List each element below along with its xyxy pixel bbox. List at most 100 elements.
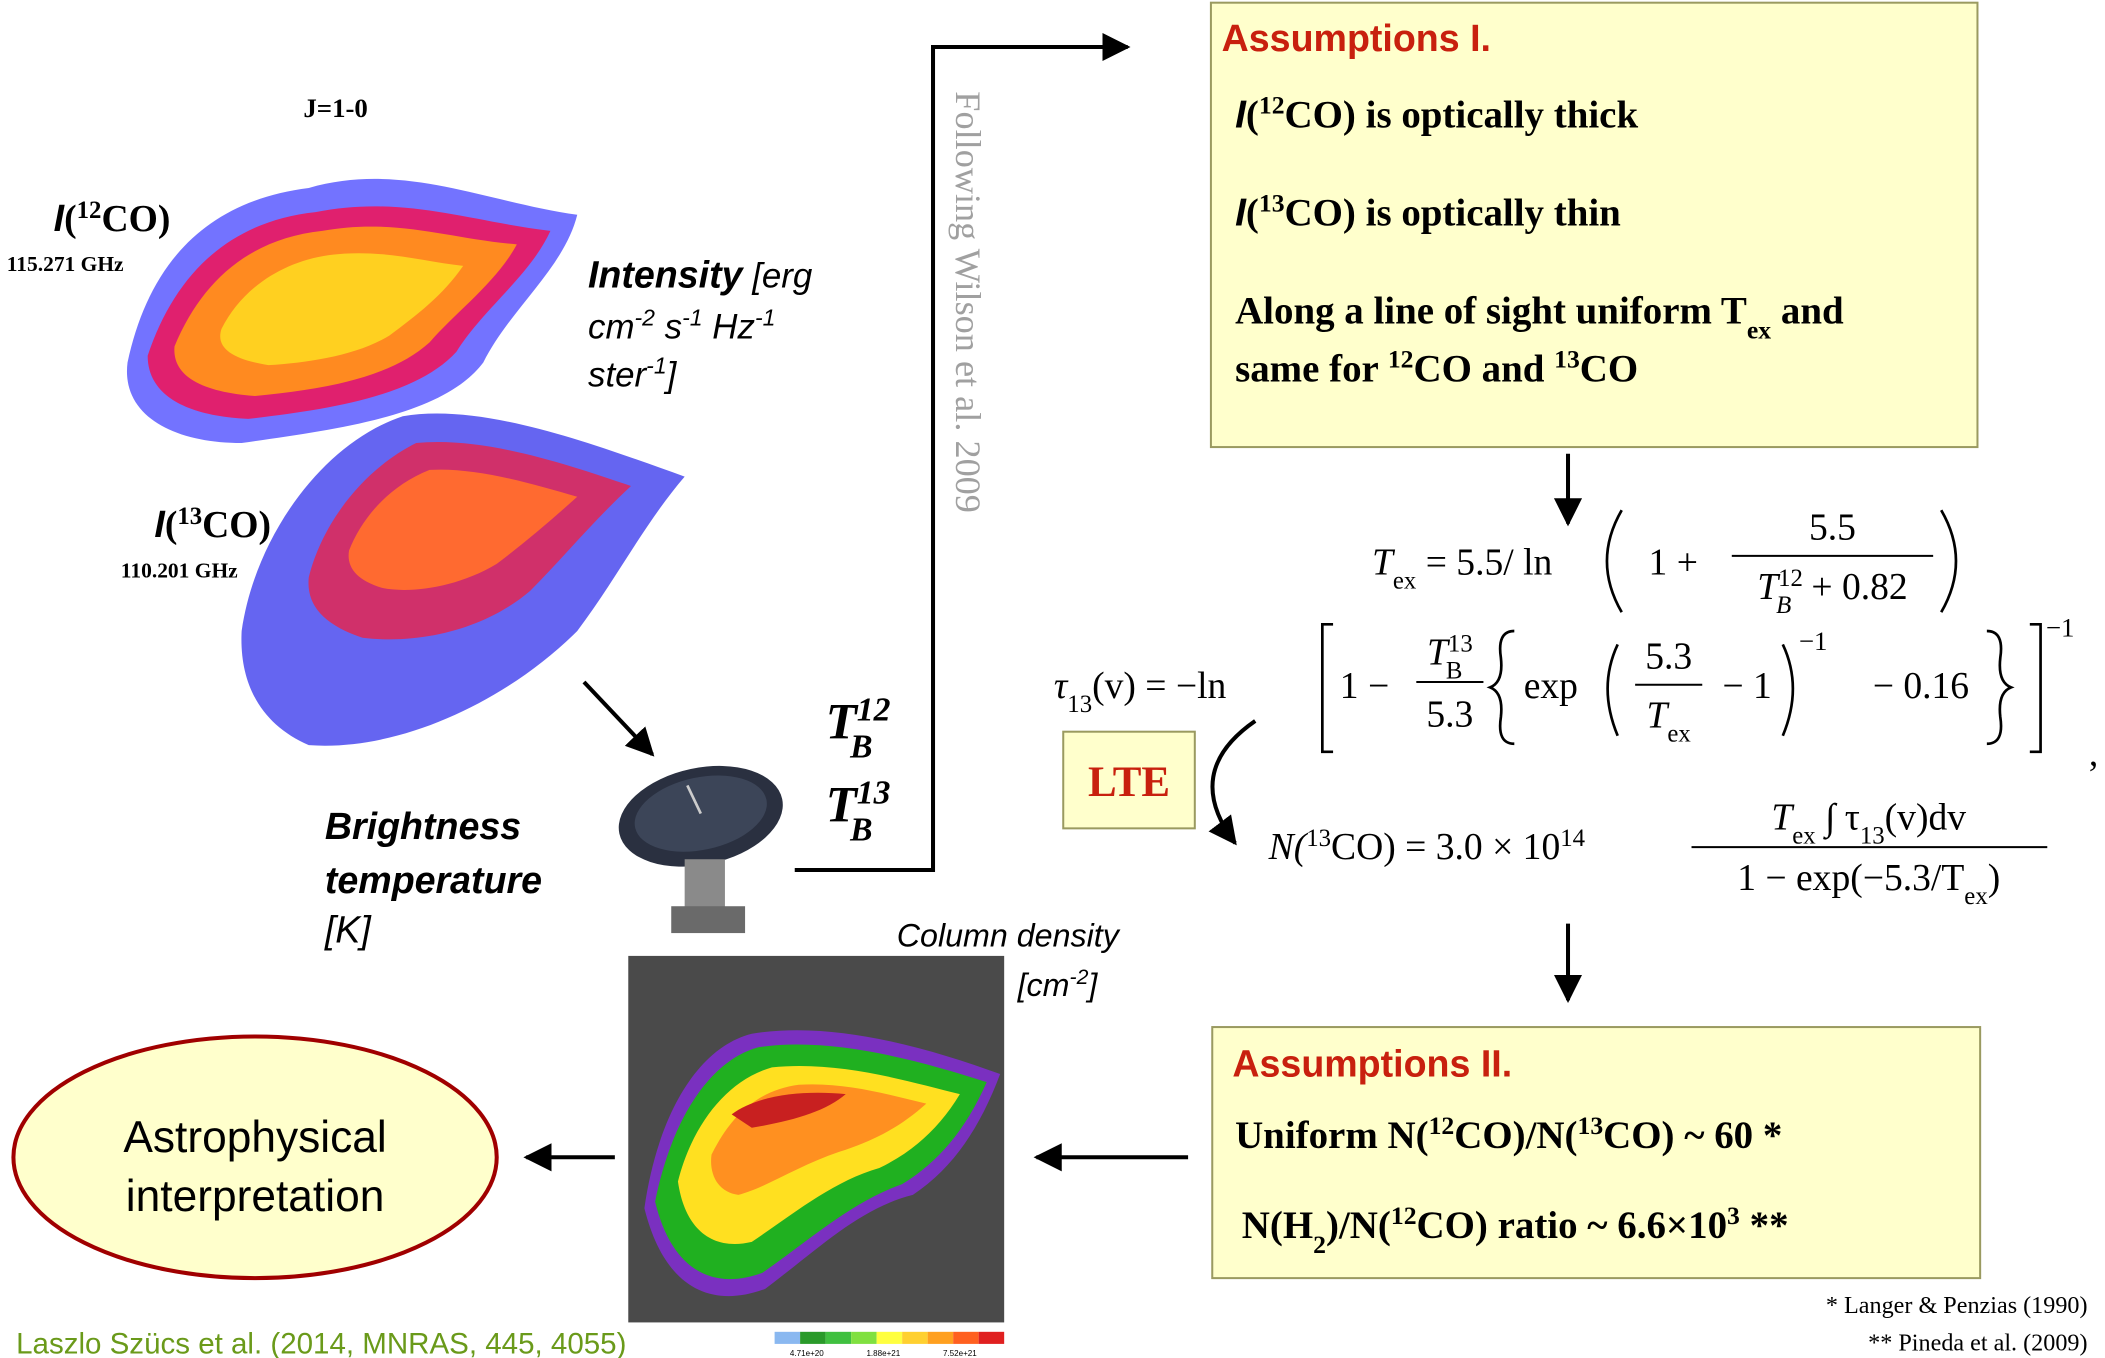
item: CO and [1414, 347, 1555, 390]
item: 12 [1429, 1110, 1455, 1139]
interpretation-text: Astrophysical [123, 1113, 386, 1162]
item: 13 [1554, 344, 1580, 373]
unit: -1 [682, 304, 702, 330]
unit: Hz [712, 307, 755, 346]
item: Along a line of sight uniform T [1235, 290, 1747, 333]
telescope-dish [609, 752, 792, 933]
citation: Laszlo Szücs et al. (2014, MNRAS, 445, 4… [16, 1327, 626, 1358]
reference: Following Wilson et al. 2009 [948, 91, 988, 513]
eq-part: 14 [1560, 825, 1585, 852]
title: Brightness [325, 805, 521, 847]
eq-part: N( [1268, 827, 1309, 868]
sub: B [849, 728, 872, 765]
eq-part: 5.5 [1809, 508, 1856, 549]
item: CO) is optically thick [1285, 94, 1639, 137]
unit: -1 [755, 304, 775, 330]
arrow [584, 682, 652, 754]
unit: s [665, 307, 682, 346]
item: ( [1246, 192, 1259, 235]
svg-text:ster-1]: ster-1] [588, 353, 678, 395]
eq-part: ∫ τ [1816, 798, 1860, 841]
co12-label: I(12CO) [54, 196, 171, 240]
item: ( [1246, 94, 1259, 137]
eq-part: 5.3 [1645, 637, 1692, 678]
column-density-unit: [cm-2] [1017, 965, 1099, 1003]
eq-part: CO) = 3.0 × 10 [1331, 827, 1560, 868]
eq-part: (v)dv [1885, 798, 1967, 839]
item: N(H [1242, 1204, 1313, 1247]
molecule: CO) [202, 505, 271, 546]
svg-text:cm-2 s-1 Hz-1: cm-2 s-1 Hz-1 [588, 304, 775, 346]
sup: 13 [857, 774, 891, 811]
eq-part: exp [1524, 666, 1578, 707]
svg-text:I(12CO) is optically thick: I(12CO) is optically thick [1235, 90, 1638, 137]
unit: [K] [324, 908, 373, 950]
eq-part: 1 + [1649, 543, 1698, 584]
item: CO) is optically thin [1285, 192, 1622, 235]
svg-text:Uniform N(12CO)/N(13CO) ~ 60 *: Uniform N(12CO)/N(13CO) ~ 60 * [1235, 1110, 1782, 1157]
unit: -2 [635, 304, 656, 330]
eq-part: − 0.16 [1873, 666, 1969, 707]
footnote: * Langer & Penzias (1990) [1826, 1292, 2088, 1319]
eq-part: ex [1667, 720, 1691, 747]
item: 12 [1391, 1200, 1417, 1229]
item: 12 [1259, 90, 1285, 119]
item: CO [1580, 347, 1638, 390]
intensity-label: Intensity [erg cm-2 s-1 Hz-1 ster-1] [588, 253, 813, 394]
item: 3 [1727, 1200, 1740, 1229]
eq-part: −1 [2046, 612, 2075, 642]
item: CO) ~ 60 * [1603, 1114, 1782, 1157]
equation-tex: Tex = 5.5/ ln 1 + 5.5 T12B + 0.82 [1372, 508, 1956, 619]
svg-text:Tex = 5.5/ ln: Tex = 5.5/ ln [1372, 543, 1553, 595]
svg-text:Intensity [erg: Intensity [erg [588, 253, 813, 295]
assumptions-2-title: Assumptions II. [1232, 1043, 1512, 1085]
eq-part: ) [1988, 858, 2001, 899]
colorbar-label: 1.88e+21 [866, 1349, 900, 1358]
item: )/N( [1326, 1204, 1391, 1247]
eq-part: (v) = −ln [1092, 666, 1226, 707]
item: 13 [1259, 188, 1285, 217]
item: ex [1747, 315, 1771, 344]
item: 2 [1313, 1229, 1326, 1258]
molecule: CO) [101, 199, 170, 240]
item: same for [1235, 347, 1388, 390]
unit: cm [588, 307, 635, 346]
colorbar-label: 4.71e+20 [790, 1349, 824, 1358]
title: temperature [325, 859, 542, 901]
sup: 12 [857, 691, 891, 728]
eq-part: − 1 [1722, 666, 1771, 707]
unit: -1 [646, 353, 666, 379]
unit: ] [664, 356, 678, 395]
item: 13 [1577, 1110, 1603, 1139]
transition-label: J=1-0 [303, 93, 368, 123]
slide: J=1-0 I(12CO) 115.271 GHz I(13CO) 110.20… [0, 0, 2105, 1358]
eq-part: + 0.82 [1802, 567, 1908, 608]
eq-part: , [2089, 733, 2098, 774]
co12-frequency: 115.271 GHz [7, 252, 124, 276]
eq-part: 1 − [1340, 666, 1389, 707]
eq-part: 1 − exp(−5.3/T [1737, 858, 1964, 899]
title: Intensity [588, 253, 745, 295]
eq-part: ex [1792, 822, 1816, 849]
eq-part: ex [1393, 567, 1417, 594]
eq-part: 13 [1067, 691, 1092, 718]
sub: B [849, 811, 872, 848]
interpretation-text: interpretation [126, 1172, 385, 1221]
item: CO)/N( [1454, 1114, 1577, 1157]
column-density-map [628, 956, 1004, 1323]
eq-part: B [1446, 657, 1463, 684]
svg-text:I(13CO) is optically thin: I(13CO) is optically thin [1235, 188, 1621, 235]
assumptions-1-title: Assumptions I. [1222, 17, 1491, 59]
footnote: ** Pineda et al. (2009) [1868, 1330, 2087, 1357]
unit: -2 [1070, 965, 1089, 989]
column-density-title: Column density [897, 918, 1121, 954]
item: 12 [1388, 344, 1414, 373]
eq-part: −1 [1799, 626, 1828, 656]
item: CO) ratio ~ 6.6×10 [1417, 1204, 1728, 1247]
equation-column: N(13CO) = 3.0 × 1014 Tex ∫ τ13(v)dv 1 − … [1268, 798, 2048, 910]
unit: [erg [751, 256, 813, 295]
